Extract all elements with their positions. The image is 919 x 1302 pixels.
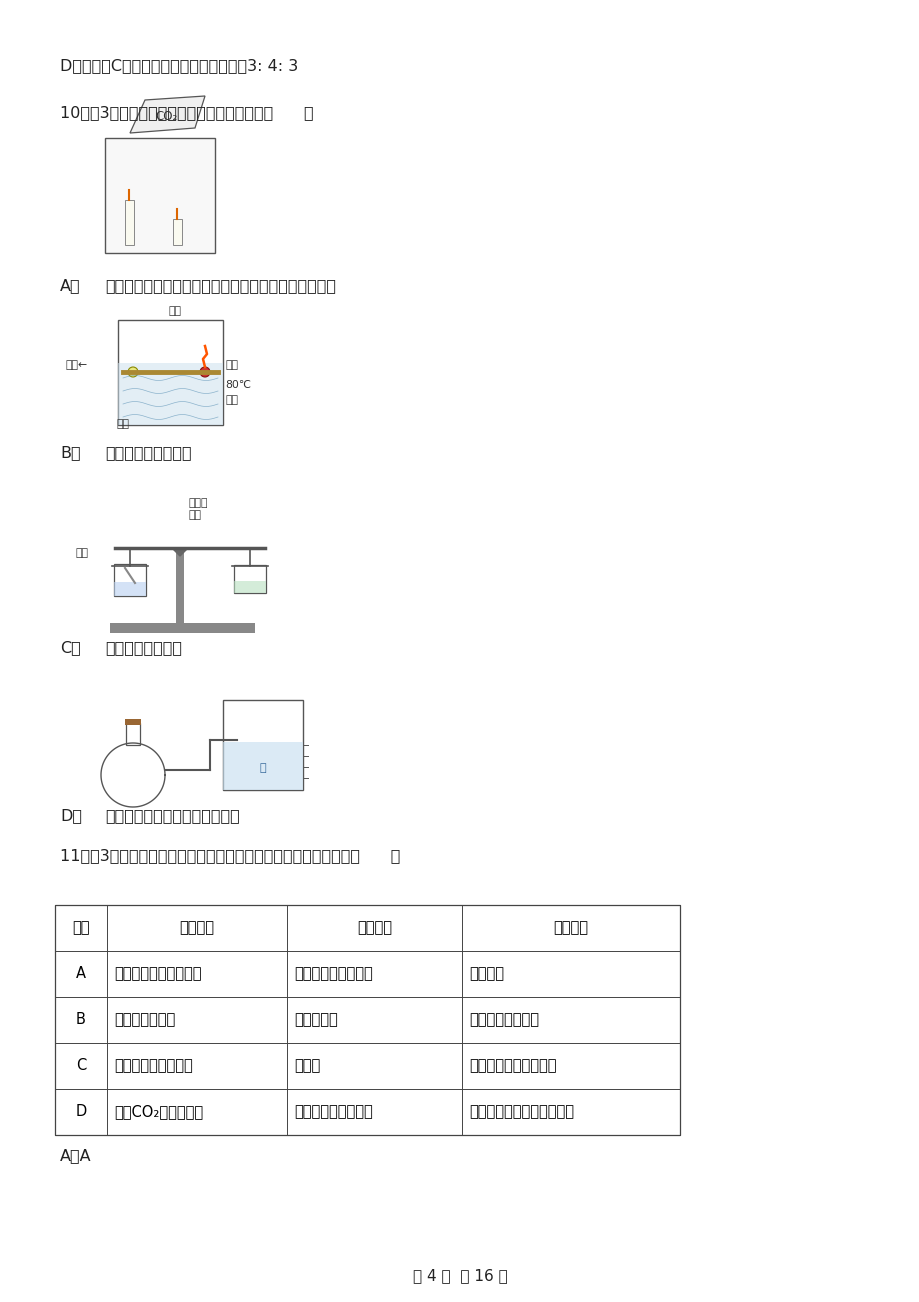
Text: 铜片: 铜片 <box>225 359 238 370</box>
Text: 11．（3分）区分下列各组物质，所加试剂或操作方法都正确的是（      ）: 11．（3分）区分下列各组物质，所加试剂或操作方法都正确的是（ ） <box>60 848 400 863</box>
Text: 探究质量守恒定律: 探究质量守恒定律 <box>105 641 182 655</box>
Bar <box>118 320 222 424</box>
Text: 区别固体火碱和纯碱: 区别固体火碱和纯碱 <box>114 1059 193 1074</box>
Bar <box>233 565 266 592</box>
Bar <box>173 219 182 245</box>
Text: 第一方案: 第一方案 <box>357 921 391 936</box>
Text: 滴加盐酸，看气泡: 滴加盐酸，看气泡 <box>469 1013 539 1027</box>
Bar <box>176 548 184 622</box>
Polygon shape <box>130 96 205 133</box>
Text: 加盐酸: 加盐酸 <box>294 1059 320 1074</box>
Text: CO₂: CO₂ <box>155 109 178 122</box>
Text: 加水溶解，触摸烧杯底: 加水溶解，触摸烧杯底 <box>469 1059 556 1074</box>
Bar <box>125 201 134 245</box>
Text: 测量空气中氧气所占的体积分数: 测量空气中氧气所占的体积分数 <box>105 809 240 823</box>
Bar <box>222 742 302 790</box>
Text: A．A: A．A <box>60 1148 92 1163</box>
Text: 区别硬水和软水: 区别硬水和软水 <box>114 1013 175 1027</box>
Text: 带火星木条伸入瓶中: 带火星木条伸入瓶中 <box>294 1104 372 1120</box>
Bar <box>118 363 222 424</box>
Text: D．: D． <box>60 809 82 823</box>
Bar <box>110 622 255 633</box>
Text: 选项: 选项 <box>73 921 90 936</box>
Text: A: A <box>76 966 85 982</box>
Text: 10．（3分）下列实验不能达到实验目的的是（      ）: 10．（3分）下列实验不能达到实验目的的是（ ） <box>60 105 313 120</box>
Text: B．: B． <box>60 445 81 460</box>
Text: 探究燃烧需要的条件: 探究燃烧需要的条件 <box>105 445 191 460</box>
Text: 铁钉: 铁钉 <box>75 548 88 559</box>
Text: D．维生素C中碳、氢、氧元素的质量比为3: 4: 3: D．维生素C中碳、氢、氧元素的质量比为3: 4: 3 <box>60 59 298 73</box>
Text: 红磷: 红磷 <box>168 306 181 316</box>
Bar <box>222 700 302 790</box>
Text: C: C <box>75 1059 86 1074</box>
Text: C．: C． <box>60 641 81 655</box>
Text: 区分聚乙烯和聚氯乙烯: 区分聚乙烯和聚氯乙烯 <box>114 966 201 982</box>
Text: 白磷←: 白磷← <box>66 359 88 370</box>
Text: 热水: 热水 <box>225 395 238 405</box>
Text: 观察颜色: 观察颜色 <box>469 966 504 982</box>
Text: 区分CO₂氧气和空气: 区分CO₂氧气和空气 <box>114 1104 203 1120</box>
Text: A．: A． <box>60 279 81 293</box>
Text: 溶液: 溶液 <box>187 510 200 519</box>
Bar <box>114 582 146 596</box>
Text: 实验要求: 实验要求 <box>179 921 214 936</box>
Text: 用石灰水，再用燃着的木条: 用石灰水，再用燃着的木条 <box>469 1104 573 1120</box>
Bar <box>55 905 679 1135</box>
Text: 加入肥皂液: 加入肥皂液 <box>294 1013 337 1027</box>
Text: 硫酸铜: 硫酸铜 <box>187 497 208 508</box>
Bar <box>125 719 141 725</box>
Text: 点燃，闻燃烧的气味: 点燃，闻燃烧的气味 <box>294 966 372 982</box>
Polygon shape <box>172 548 187 556</box>
Bar <box>105 138 215 253</box>
Text: 验证二氧化碳密度大于空气，不支持燃烧且不具备燃烧: 验证二氧化碳密度大于空气，不支持燃烧且不具备燃烧 <box>105 279 335 293</box>
Text: B: B <box>76 1013 85 1027</box>
Text: 80℃: 80℃ <box>225 380 251 391</box>
Text: 第二方案: 第二方案 <box>553 921 588 936</box>
Bar <box>233 581 266 592</box>
Text: 白磷: 白磷 <box>116 419 129 428</box>
Bar <box>126 723 140 745</box>
Text: 第 4 页  共 16 页: 第 4 页 共 16 页 <box>413 1268 506 1282</box>
Text: D: D <box>75 1104 86 1120</box>
Bar <box>114 564 146 596</box>
Circle shape <box>199 367 210 378</box>
Text: 水: 水 <box>259 763 266 773</box>
Circle shape <box>128 367 138 378</box>
